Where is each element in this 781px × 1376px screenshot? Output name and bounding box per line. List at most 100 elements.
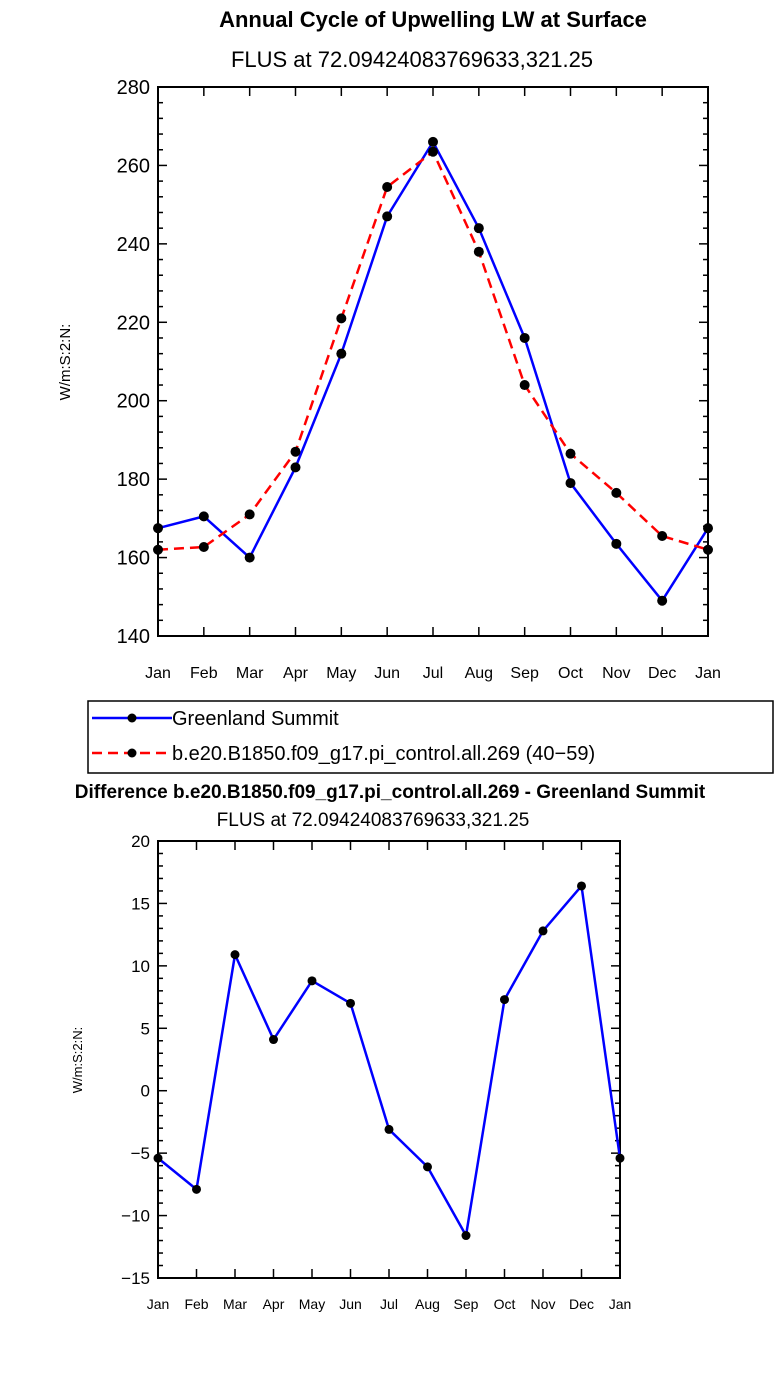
chart1-xtick-label: Jul — [423, 665, 443, 682]
chart2-point-s0-0 — [153, 1153, 163, 1163]
chart1-point-s1-3 — [290, 446, 301, 457]
chart2-xtick-label: Jan — [147, 1296, 170, 1312]
chart2-ytick-label: 10 — [131, 957, 150, 976]
chart2-xtick-label: Sep — [454, 1296, 479, 1312]
chart2-xtick-label: Mar — [223, 1296, 247, 1312]
chart2-title: Difference b.e20.B1850.f09_g17.pi_contro… — [75, 782, 706, 803]
legend-marker-greenland — [127, 713, 137, 723]
chart1-xtick-label: Oct — [558, 665, 583, 682]
chart1-point-s0-6 — [428, 136, 438, 147]
chart1-xtick-label: Jan — [145, 665, 171, 682]
chart1-point-s1-1 — [198, 541, 209, 552]
chart1-xtick-label: Jun — [374, 665, 400, 682]
chart1-point-s1-12 — [703, 544, 713, 555]
chart1-ytick-label: 240 — [117, 234, 150, 256]
chart2-xtick-label: Dec — [569, 1296, 594, 1312]
chart1-xtick-label: Nov — [602, 665, 630, 682]
chart1-xtick-label: Sep — [510, 665, 539, 682]
chart1-xtick-label: Aug — [465, 665, 493, 682]
chart2-xtick-label: Aug — [415, 1296, 440, 1312]
chart1-point-s0-9 — [565, 478, 576, 489]
chart1-point-s0-10 — [611, 538, 622, 549]
chart-annual-cycle: Annual Cycle of Upwelling LW at Surface … — [57, 7, 721, 682]
chart2-ytick-label: 20 — [131, 832, 150, 851]
chart1-point-s1-6 — [428, 146, 438, 157]
chart2-ytick-label: 15 — [131, 894, 150, 913]
chart2-point-s0-1 — [192, 1184, 201, 1194]
chart1-point-s1-11 — [657, 531, 668, 542]
chart2-ytick-label: 5 — [141, 1019, 150, 1038]
chart2-point-s0-11 — [577, 881, 586, 891]
chart1-xtick-label: May — [326, 665, 356, 682]
chart1-point-s1-8 — [519, 380, 530, 391]
chart1-point-s0-1 — [198, 511, 209, 522]
chart1-point-s0-12 — [703, 523, 713, 534]
chart2-point-s0-10 — [538, 926, 548, 936]
chart2-xtick-label: Oct — [494, 1296, 516, 1312]
chart1-ytick-label: 280 — [117, 77, 150, 99]
legend: Greenland Summit b.e20.B1850.f09_g17.pi_… — [87, 700, 774, 774]
chart2-ytick-label: −5 — [131, 1144, 150, 1163]
chart1-xtick-label: Apr — [283, 665, 309, 682]
chart2-xtick-label: Feb — [184, 1296, 208, 1312]
chart2-xtick-label: May — [299, 1296, 325, 1312]
chart1-point-s1-4 — [336, 313, 347, 324]
chart1-point-s0-2 — [244, 552, 255, 563]
chart1-point-s0-0 — [153, 523, 163, 534]
chart1-series-line-1 — [157, 150, 709, 551]
chart2-ytick-label: 0 — [141, 1082, 150, 1101]
chart1-ytick-label: 260 — [117, 155, 150, 177]
chart2-xtick-label: Jan — [609, 1296, 632, 1312]
chart1-ytick-label: 180 — [117, 469, 150, 491]
chart1-point-s1-5 — [382, 181, 393, 192]
chart1-xtick-label: Dec — [648, 665, 676, 682]
chart2-xtick-label: Apr — [263, 1296, 285, 1312]
chart1-subtitle: FLUS at 72.09424083769633,321.25 — [231, 47, 593, 72]
chart2-series-line-0 — [157, 884, 622, 1237]
chart2-point-s0-9 — [500, 995, 509, 1005]
legend-label-greenland: Greenland Summit — [172, 708, 339, 730]
chart2-subtitle: FLUS at 72.09424083769633,321.25 — [217, 810, 530, 831]
chart2-point-s0-8 — [461, 1231, 471, 1241]
chart1-ytick-label: 200 — [117, 391, 150, 413]
chart-difference: Difference b.e20.B1850.f09_g17.pi_contro… — [70, 782, 706, 1312]
chart1-point-s0-11 — [657, 595, 668, 606]
chart1-point-s0-3 — [290, 462, 301, 473]
chart1-point-s1-10 — [611, 487, 622, 498]
chart1-title: Annual Cycle of Upwelling LW at Surface — [219, 7, 647, 32]
chart2-point-s0-5 — [346, 998, 355, 1008]
chart1-ylabel: W/m:S:2:N: — [57, 324, 74, 401]
legend-box — [87, 700, 774, 774]
chart1-point-s1-9 — [565, 448, 576, 459]
chart2-xtick-label: Nov — [531, 1296, 556, 1312]
chart1-point-s1-0 — [153, 544, 163, 555]
chart1-point-s0-5 — [382, 211, 393, 222]
chart1-ytick-label: 160 — [117, 548, 150, 570]
chart1-series-line-0 — [157, 140, 710, 602]
chart2-point-s0-4 — [307, 976, 317, 986]
chart2-ytick-label: −15 — [121, 1269, 150, 1288]
chart1-point-s1-2 — [244, 509, 255, 520]
chart2-plot-frame — [157, 840, 621, 1279]
chart1-point-s0-4 — [336, 348, 347, 359]
chart2-point-s0-3 — [269, 1035, 278, 1045]
chart1-point-s0-8 — [519, 332, 530, 343]
chart2-point-s0-12 — [615, 1153, 625, 1163]
chart1-xtick-label: Jan — [695, 665, 721, 682]
chart2-point-s0-2 — [230, 950, 240, 960]
chart2-xtick-label: Jun — [339, 1296, 362, 1312]
chart1-xtick-label: Feb — [190, 665, 218, 682]
chart2-xtick-label: Jul — [380, 1296, 398, 1312]
chart1-xtick-label: Mar — [236, 665, 264, 682]
chart1-point-s1-7 — [473, 246, 484, 257]
legend-label-model: b.e20.B1850.f09_g17.pi_control.all.269 (… — [172, 743, 595, 765]
chart1-point-s0-7 — [473, 223, 484, 234]
chart2-point-s0-7 — [423, 1162, 432, 1172]
legend-marker-model — [127, 748, 137, 758]
chart1-ytick-label: 140 — [117, 626, 150, 648]
chart2-ytick-label: −10 — [121, 1207, 150, 1226]
chart2-ylabel: W/m:S:2:N: — [70, 1027, 85, 1093]
chart1-ytick-label: 220 — [117, 312, 150, 334]
chart2-point-s0-6 — [384, 1124, 394, 1134]
